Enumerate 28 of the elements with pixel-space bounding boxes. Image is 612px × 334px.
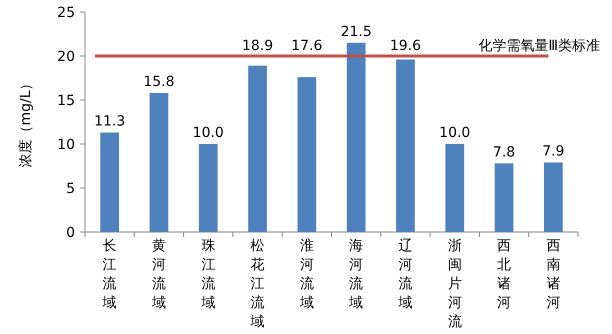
x-tick-label: 珠江流域: [200, 238, 216, 311]
y-axis-title: 浓度（mg/L）: [18, 76, 34, 168]
x-tick-label: 长江流域: [102, 238, 117, 311]
x-tick-label: 西南诸河: [546, 238, 560, 311]
data-label: 11.3: [94, 114, 126, 130]
y-tick-label: 15: [57, 93, 75, 109]
data-label: 18.9: [242, 38, 274, 54]
x-tick-label: 辽河流域: [397, 238, 412, 311]
ref-line-label: 化学需氧量Ⅲ类标准: [478, 38, 600, 54]
y-tick-label: 10: [57, 137, 75, 153]
y-tick-label: 0: [66, 225, 75, 241]
data-label: 21.5: [340, 24, 372, 40]
data-label: 10.0: [192, 125, 224, 141]
data-label: 7.8: [492, 144, 516, 160]
x-tick-label: 淮河流域: [298, 238, 314, 311]
data-label: 15.8: [143, 74, 175, 90]
data-label: 10.0: [439, 125, 470, 141]
x-tick-label: 松花江流域: [250, 238, 265, 330]
data-label: 17.6: [291, 38, 323, 54]
x-tick-label: 浙闽片河流: [448, 238, 462, 330]
x-tick-label: 西北诸河: [497, 238, 512, 311]
data-label: 7.9: [542, 143, 564, 160]
x-tick-label: 海河流域: [348, 238, 364, 311]
x-tick-label: 黄河流域: [150, 238, 166, 311]
y-tick-label: 5: [66, 181, 75, 197]
y-tick-label: 20: [57, 49, 75, 65]
data-label: 19.6: [390, 38, 422, 54]
y-tick-label: 25: [57, 5, 75, 21]
